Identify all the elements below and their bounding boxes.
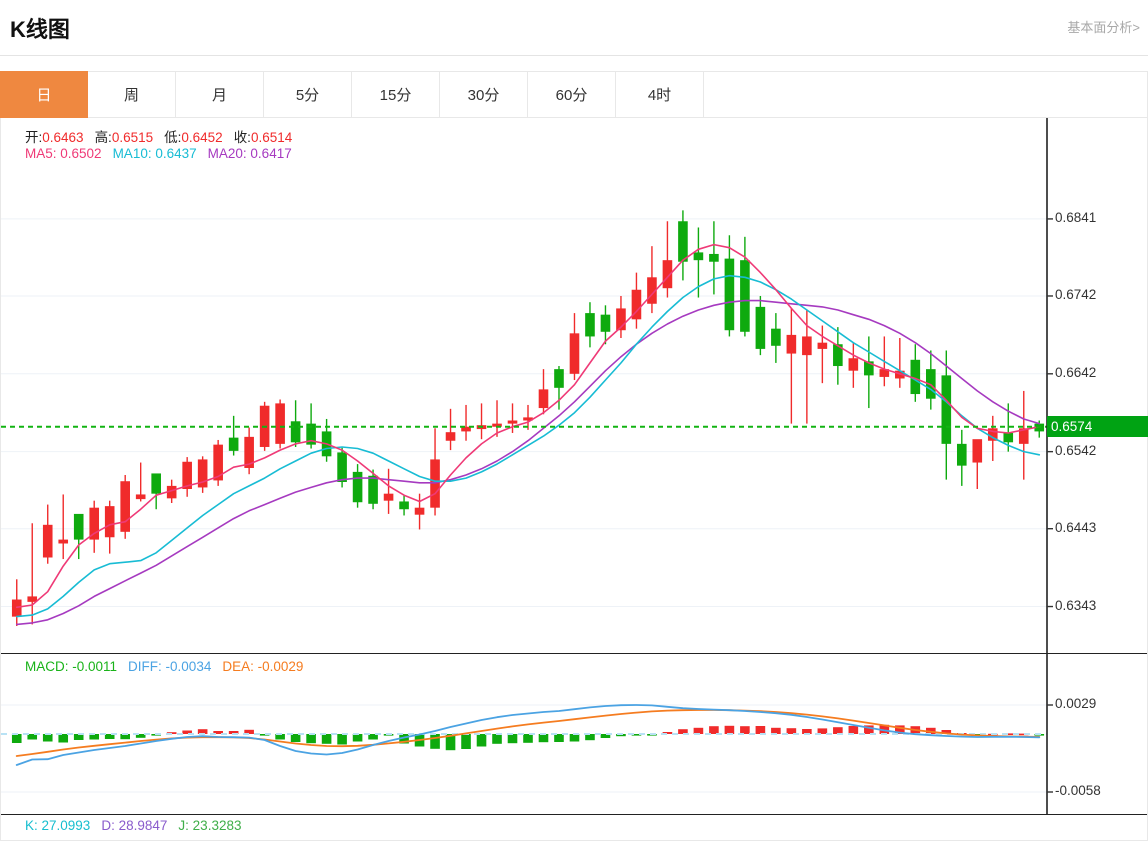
kdj-d-label: D:	[101, 818, 119, 833]
price-tick-label: 0.6443	[1055, 519, 1097, 535]
macd-tick-label: -0.0058	[1055, 783, 1101, 798]
kdj-j-value: 23.3283	[192, 818, 242, 833]
price-tick-label: 0.6343	[1055, 597, 1097, 613]
kline-panel[interactable]: 开:0.6463 高:0.6515 低:0.6452 收:0.6514 MA5: 0.…	[1, 118, 1148, 653]
price-tick-label: 0.6742	[1055, 286, 1097, 302]
page-title: K线图	[10, 17, 70, 42]
macd-kdj-divider	[1, 814, 1147, 815]
macd-panel[interactable]: MACD: -0.0011 DIFF: -0.0034 DEA: -0.0029 0…	[1, 654, 1147, 814]
tab-label: 月	[211, 87, 227, 104]
current-price-badge: 0.6574	[1047, 415, 1148, 437]
kdj-j-label: J:	[178, 818, 193, 833]
tab-7[interactable]: 4时	[616, 71, 704, 118]
kdj-k-value: 27.0993	[41, 818, 91, 833]
tab-label: 15分	[379, 87, 412, 104]
tab-label: 周	[123, 87, 139, 104]
kline-plot[interactable]	[1, 118, 1147, 653]
kline-macd-divider	[1, 653, 1147, 654]
tab-label: 30分	[467, 87, 500, 104]
tab-0[interactable]: 日	[0, 71, 88, 118]
tab-3[interactable]: 5分	[264, 71, 352, 118]
tab-label: 60分	[555, 87, 588, 104]
tab-2[interactable]: 月	[176, 71, 264, 118]
price-tick-label: 0.6841	[1055, 209, 1097, 225]
period-tabbar: 日 周 月 5分 15分 30分 60分 4时	[0, 71, 1148, 118]
page-header: K线图 基本面分析>	[0, 0, 1148, 56]
price-tick-label: 0.6642	[1055, 364, 1097, 380]
fundamental-analysis-link[interactable]: 基本面分析>	[1067, 20, 1140, 35]
price-tick-label: 0.6542	[1055, 442, 1097, 458]
tab-6[interactable]: 60分	[528, 71, 616, 118]
tabbar-filler	[704, 71, 1148, 118]
tab-4[interactable]: 15分	[352, 71, 440, 118]
header-divider	[0, 55, 1148, 56]
macd-plot[interactable]	[1, 654, 1147, 814]
kdj-d-value: 28.9847	[118, 818, 168, 833]
tab-label: 5分	[295, 87, 320, 104]
tab-1[interactable]: 周	[88, 71, 176, 118]
tab-label: 4时	[647, 87, 672, 104]
tab-label: 日	[36, 87, 52, 104]
kdj-k-label: K:	[25, 818, 42, 833]
kdj-legend: K: 27.0993 D: 28.9847 J: 23.3283	[25, 818, 241, 833]
kdj-panel[interactable]: K: 27.0993 D: 28.9847 J: 23.3283	[1, 815, 1147, 840]
chart-frame: 开:0.6463 高:0.6515 低:0.6452 收:0.6514 MA5: 0.…	[0, 118, 1148, 841]
macd-tick-label: 0.0029	[1055, 696, 1097, 711]
tab-5[interactable]: 30分	[440, 71, 528, 118]
